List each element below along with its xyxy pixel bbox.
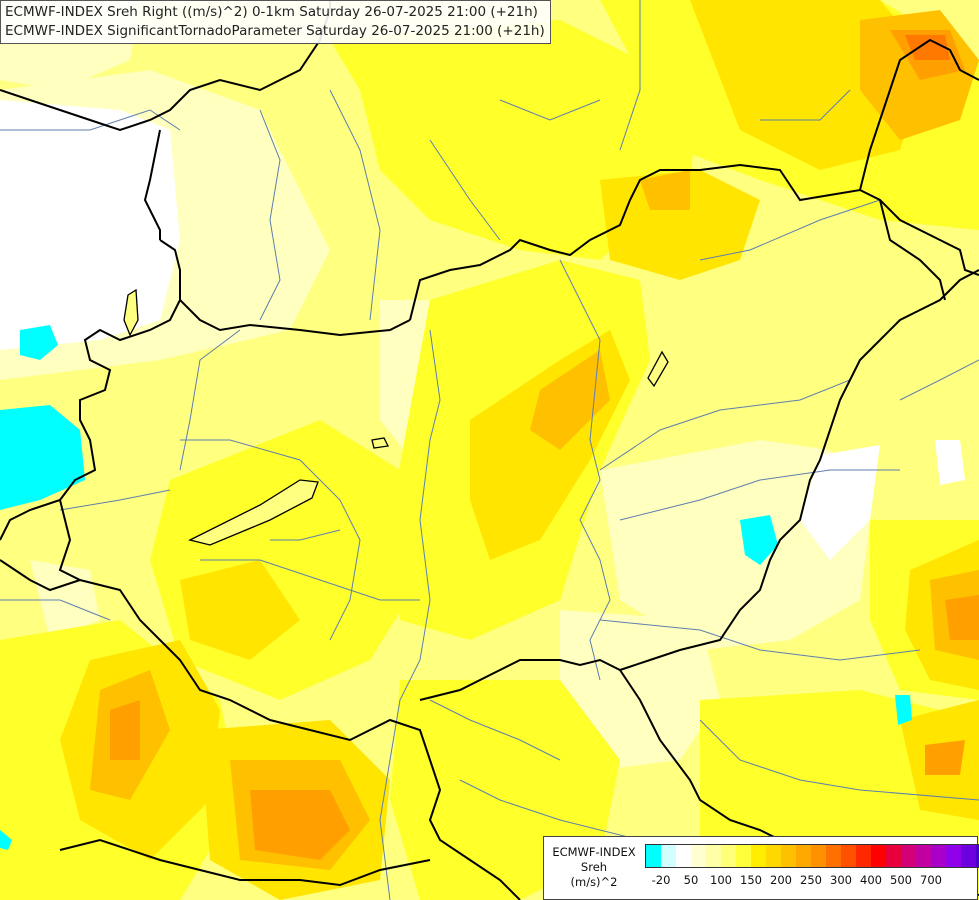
legend-swatch	[676, 845, 691, 867]
color-legend: ECMWF-INDEX Sreh (m/s)^2 -20 50 100 150 200 2…	[543, 836, 979, 900]
legend-tick-label: 400	[860, 873, 882, 887]
legend-label-group: ECMWF-INDEX Sreh (m/s)^2	[546, 845, 642, 890]
legend-swatch	[736, 845, 751, 867]
legend-tick-label: -20	[651, 873, 671, 887]
legend-tick-label: 500	[890, 873, 912, 887]
legend-swatch	[706, 845, 721, 867]
legend-swatch	[961, 845, 976, 867]
legend-swatch	[691, 845, 706, 867]
legend-unit-label: (m/s)^2	[570, 875, 618, 889]
legend-tick-label: 300	[830, 873, 852, 887]
legend-source-label: ECMWF-INDEX	[552, 845, 636, 859]
legend-swatch	[751, 845, 766, 867]
legend-swatch	[721, 845, 736, 867]
legend-swatch	[841, 845, 856, 867]
legend-tick-label: 100	[710, 873, 732, 887]
legend-swatch	[646, 845, 661, 867]
legend-swatch	[931, 845, 946, 867]
legend-color-bar	[645, 844, 979, 868]
legend-swatch	[886, 845, 901, 867]
high-values-layer	[90, 10, 979, 870]
legend-tick-label: 50	[683, 873, 699, 887]
legend-tick-label: 700	[920, 873, 942, 887]
map-title-line-2: ECMWF-INDEX SignificantTornadoParameter …	[5, 23, 545, 39]
legend-swatch	[901, 845, 916, 867]
legend-swatch	[976, 845, 979, 867]
legend-tick-label: 200	[770, 873, 792, 887]
legend-parameter-label: Sreh	[580, 860, 608, 874]
legend-tick-label: 150	[740, 873, 762, 887]
lakes	[123, 288, 669, 546]
legend-swatch	[826, 845, 841, 867]
legend-swatch	[781, 845, 796, 867]
legend-swatch	[946, 845, 961, 867]
legend-swatch	[766, 845, 781, 867]
map-title-line-1: ECMWF-INDEX Sreh Right ((m/s)^2) 0-1km S…	[5, 4, 538, 20]
negative-values-layer	[0, 325, 912, 850]
legend-swatch	[916, 845, 931, 867]
legend-swatch	[811, 845, 826, 867]
map-title-box: ECMWF-INDEX Sreh Right ((m/s)^2) 0-1km S…	[0, 0, 551, 44]
legend-swatch	[796, 845, 811, 867]
legend-swatch	[871, 845, 886, 867]
legend-tick-label: 250	[800, 873, 822, 887]
legend-swatch	[856, 845, 871, 867]
legend-swatch	[661, 845, 676, 867]
